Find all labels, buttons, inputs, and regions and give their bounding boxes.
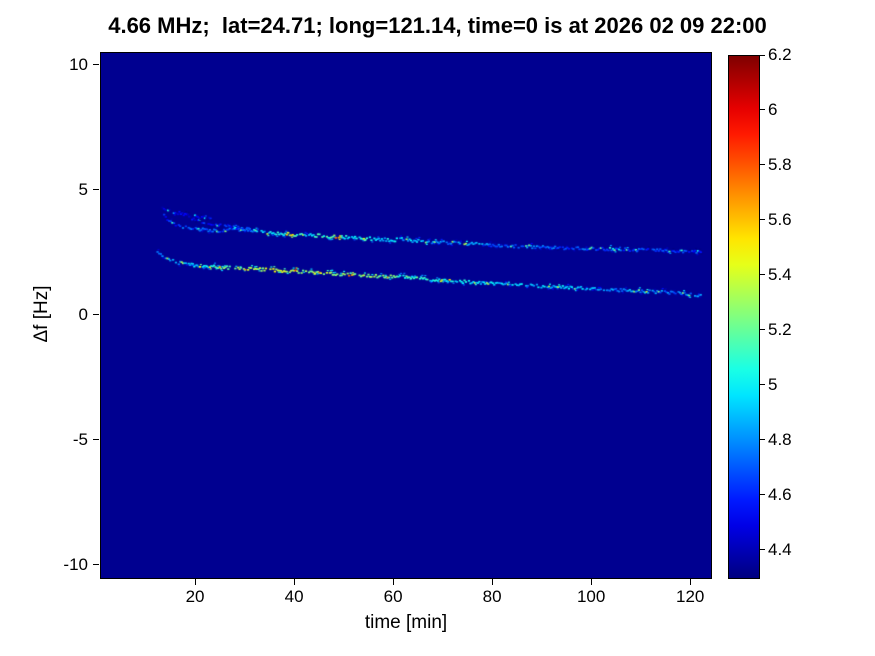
y-tick-mark	[93, 189, 99, 190]
colorbar-tick-mark	[760, 494, 765, 496]
x-tick-mark	[392, 579, 394, 585]
colorbar-tick-label: 5.2	[768, 319, 792, 339]
x-tick-label: 100	[576, 587, 606, 606]
colorbar-tick-mark	[760, 549, 765, 551]
x-tick-mark	[689, 579, 691, 585]
x-tick-mark	[590, 579, 592, 585]
y-tick-label: -5	[72, 429, 88, 449]
colorbar-tick-label: 4.6	[768, 484, 792, 504]
y-tick-mark	[93, 314, 99, 315]
x-tick-label: 120	[676, 587, 705, 606]
x-tick-label: 40	[284, 587, 304, 606]
colorbar	[728, 55, 760, 579]
colorbar-tick-label: 6	[768, 99, 778, 119]
colorbar-tick-label: 4.4	[768, 539, 792, 559]
y-tick-mark	[93, 439, 99, 440]
colorbar-tick-mark	[760, 219, 765, 221]
colorbar-tick-mark	[760, 384, 765, 386]
colorbar-tick-label: 5.8	[768, 154, 792, 174]
x-tick-mark	[293, 579, 295, 585]
colorbar-tick-label: 5.4	[768, 264, 792, 284]
y-tick-label: 5	[78, 179, 88, 199]
colorbar-tick-label: 5.6	[768, 209, 792, 229]
y-tick-label: -10	[63, 554, 88, 574]
x-axis-label: time [min]	[364, 612, 448, 633]
x-tick-label: 60	[383, 587, 403, 606]
heatmap-plot	[100, 52, 712, 579]
y-tick-mark	[93, 564, 99, 565]
x-tick-label: 20	[185, 587, 205, 606]
chart-title: 4.66 MHz; lat=24.71; long=121.14, time=0…	[108, 13, 767, 38]
colorbar-tick-mark	[760, 109, 765, 111]
colorbar-tick-mark	[760, 439, 765, 441]
colorbar-tick-mark	[760, 164, 765, 166]
colorbar-tick-mark	[760, 329, 765, 331]
colorbar-tick-label: 6.2	[768, 45, 792, 64]
y-tick-mark	[93, 64, 99, 65]
colorbar-tick-label: 5	[768, 374, 778, 394]
colorbar-tick-mark	[760, 274, 765, 276]
y-axis-label: Δf [Hz]	[31, 285, 52, 343]
x-tick-mark	[491, 579, 493, 585]
colorbar-tick-label: 4.8	[768, 429, 792, 449]
y-tick-label: 10	[69, 54, 88, 74]
colorbar-tick-mark	[760, 54, 765, 56]
x-tick-label: 80	[482, 587, 502, 606]
x-tick-mark	[194, 579, 196, 585]
